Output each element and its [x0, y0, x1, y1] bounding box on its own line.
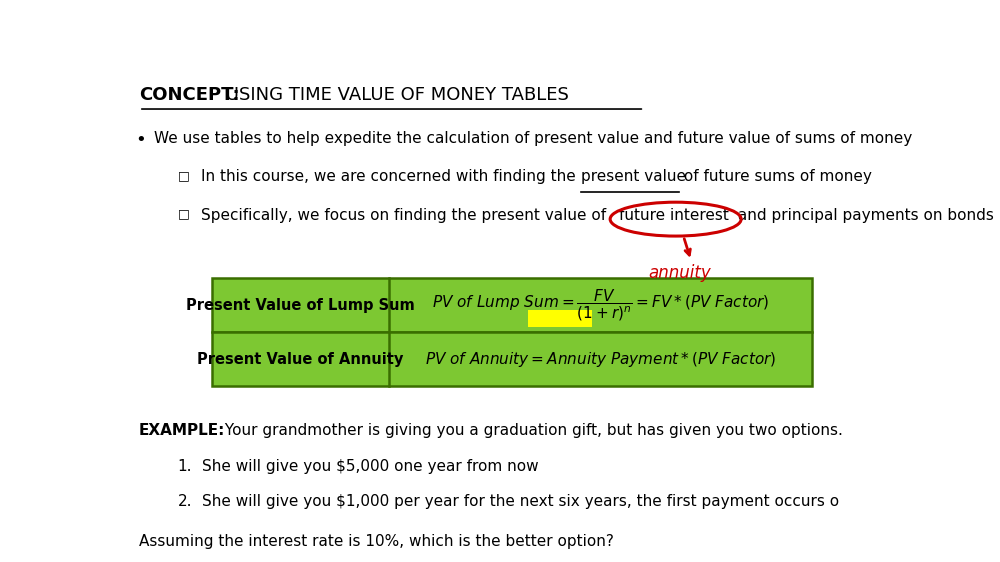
Text: □: □ — [178, 207, 189, 220]
Text: $\mathit{PV\ of\ Annuity} = \mathit{Annuity\ Payment} * (\mathit{PV\ Factor})$: $\mathit{PV\ of\ Annuity} = \mathit{Annu… — [425, 350, 776, 369]
Text: Present Value of Lump Sum: Present Value of Lump Sum — [186, 298, 415, 313]
Text: □: □ — [178, 169, 189, 182]
Text: Present Value of Annuity: Present Value of Annuity — [197, 352, 403, 367]
Text: and principal payments on bonds payable: and principal payments on bonds payable — [733, 207, 1000, 223]
Text: Your grandmother is giving you a graduation gift, but has given you two options.: Your grandmother is giving you a graduat… — [220, 423, 842, 438]
Text: 1.: 1. — [178, 459, 192, 474]
Text: Specifically, we focus on finding the present value of: Specifically, we focus on finding the pr… — [201, 207, 611, 223]
Text: EXAMPLE:: EXAMPLE: — [139, 423, 225, 438]
Bar — [212, 278, 812, 332]
Text: In this course, we are concerned with finding the: In this course, we are concerned with fi… — [201, 169, 581, 184]
Text: •: • — [135, 130, 146, 148]
Text: Assuming the interest rate is 10%, which is the better option?: Assuming the interest rate is 10%, which… — [139, 534, 614, 549]
Text: She will give you $1,000 per year for the next six years, the first payment occu: She will give you $1,000 per year for th… — [202, 494, 840, 509]
Text: We use tables to help expedite the calculation of present value and future value: We use tables to help expedite the calcu… — [154, 130, 913, 146]
Text: $\mathit{PV\ of\ Lump\ Sum} = \dfrac{\mathit{FV}}{(\mathit{1+r})^n} = \mathit{FV: $\mathit{PV\ of\ Lump\ Sum} = \dfrac{\ma… — [432, 288, 769, 323]
Text: of future sums of money: of future sums of money — [679, 169, 872, 184]
Text: future interest: future interest — [619, 207, 729, 223]
Text: CONCEPT:: CONCEPT: — [139, 86, 240, 104]
Bar — [528, 310, 592, 327]
Text: 2.: 2. — [178, 494, 192, 509]
Text: annuity: annuity — [649, 264, 711, 282]
Text: USING TIME VALUE OF MONEY TABLES: USING TIME VALUE OF MONEY TABLES — [220, 86, 568, 104]
Text: present value: present value — [581, 169, 686, 184]
Text: She will give you $5,000 one year from now: She will give you $5,000 one year from n… — [202, 459, 539, 474]
Bar — [212, 332, 812, 386]
